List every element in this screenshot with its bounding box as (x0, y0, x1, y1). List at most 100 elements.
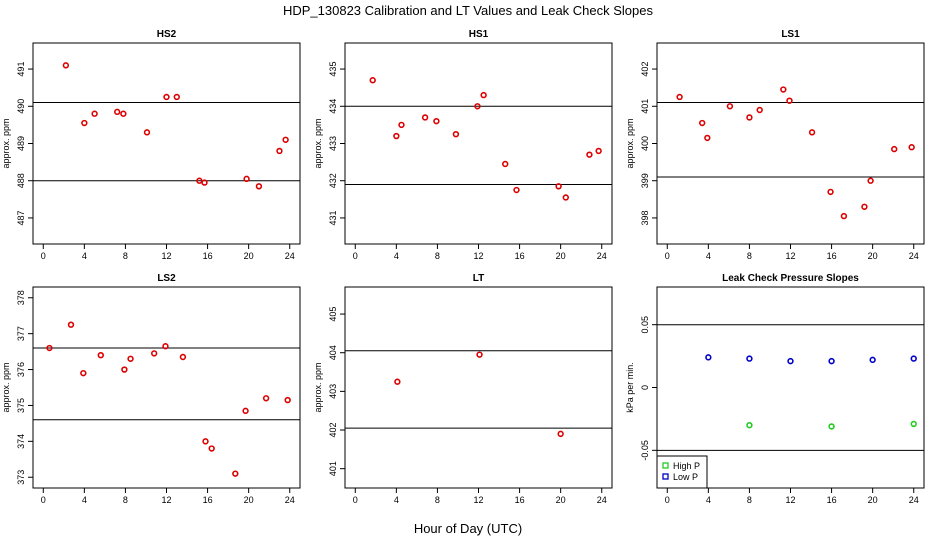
x-tick-label: 8 (123, 495, 128, 505)
legend-marker (662, 473, 669, 480)
legend-marker (662, 462, 669, 469)
data-point (62, 62, 70, 69)
data-point (67, 321, 75, 328)
data-point (828, 423, 835, 430)
data-point (97, 351, 104, 359)
panel-hs2: HS2 0 4 8 12 16 20 24 487 488 489 490 491 approx. ppm (1, 29, 301, 261)
x-tick-label: 20 (556, 251, 566, 261)
data-point (398, 121, 405, 129)
data-point (586, 151, 593, 158)
data-point (698, 119, 706, 127)
data-point (163, 93, 170, 101)
y-tick-label: 403 (328, 384, 338, 399)
data-point (121, 366, 128, 373)
data-point (502, 160, 509, 168)
x-tick-label: 8 (435, 495, 440, 505)
x-tick-label: 16 (515, 495, 525, 505)
data-point (746, 355, 753, 362)
x-tick-label: 0 (41, 251, 46, 261)
y-tick-label: 490 (16, 99, 26, 114)
figure-xlabel: Hour of Day (UTC) (414, 521, 522, 536)
panel-lt: LT 0 4 8 12 16 20 24 401 402 403 404 405 approx. ppm (313, 273, 613, 505)
x-tick-label: 4 (706, 495, 711, 505)
data-point (910, 355, 917, 362)
legend-label: High P (673, 461, 700, 471)
data-point (433, 117, 440, 125)
y-tick-label: 401 (640, 99, 650, 114)
y-tick-label: 491 (16, 62, 26, 77)
data-point (891, 145, 898, 153)
panel-hs1: HS1 0 4 8 12 16 20 24 431 432 433 434 435 approx. ppm (313, 29, 613, 261)
y-tick-label: -0.05 (640, 440, 650, 461)
x-tick-label: 24 (909, 495, 919, 505)
data-point (910, 420, 917, 428)
legend-label: Low P (673, 472, 698, 482)
panel-title: Leak Check Pressure Slopes (722, 273, 859, 284)
y-tick-label: 374 (16, 434, 26, 449)
data-point (474, 103, 481, 110)
x-tick-label: 4 (394, 251, 399, 261)
data-point (746, 114, 753, 121)
y-axis-label: approx. ppm (625, 118, 635, 168)
x-tick-label: 24 (285, 251, 295, 261)
data-point (480, 91, 487, 99)
x-tick-label: 4 (82, 251, 87, 261)
data-point (369, 77, 376, 84)
panel-title: LS2 (157, 273, 176, 284)
data-point (555, 183, 562, 190)
data-point (867, 177, 874, 184)
data-point (81, 119, 88, 127)
x-tick-label: 8 (435, 251, 440, 261)
panel-title: HS2 (157, 29, 177, 40)
panel-title: HS1 (469, 29, 489, 40)
data-point (162, 343, 169, 350)
x-tick-label: 12 (785, 251, 795, 261)
data-point (243, 175, 250, 183)
data-point (869, 356, 876, 364)
y-tick-label: 399 (640, 173, 650, 188)
y-tick-label: 373 (16, 470, 26, 485)
data-point (476, 351, 483, 358)
panel-title: LS1 (781, 29, 800, 40)
data-point (676, 93, 683, 101)
y-tick-label: 402 (640, 62, 650, 77)
x-tick-label: 24 (909, 251, 919, 261)
data-point (276, 147, 283, 155)
data-point (705, 354, 712, 361)
data-point (282, 136, 289, 143)
y-tick-label: 488 (16, 173, 26, 188)
x-tick-label: 8 (123, 251, 128, 261)
data-point (114, 108, 121, 116)
data-point (562, 194, 569, 201)
y-tick-label: 405 (328, 307, 338, 322)
x-tick-label: 0 (665, 495, 670, 505)
figure-title: HDP_130823 Calibration and LT Values and… (283, 3, 654, 18)
legend-box (656, 455, 708, 489)
x-tick-label: 20 (556, 495, 566, 505)
x-tick-label: 12 (161, 495, 171, 505)
y-tick-label: 435 (328, 62, 338, 77)
x-tick-label: 20 (244, 251, 254, 261)
data-point (908, 144, 915, 151)
x-tick-label: 4 (394, 495, 399, 505)
x-tick-label: 12 (473, 495, 483, 505)
x-tick-label: 20 (868, 495, 878, 505)
data-point (196, 177, 203, 184)
panel-ls1: LS1 0 4 8 12 16 20 24 398 399 400 401 402 approx. ppm (625, 29, 925, 261)
y-tick-label: 432 (328, 173, 338, 188)
y-tick-label: 375 (16, 398, 26, 413)
data-point (808, 129, 816, 136)
data-point (255, 183, 263, 190)
x-tick-label: 0 (353, 251, 358, 261)
data-point (80, 369, 87, 377)
data-point (202, 438, 209, 445)
data-point (242, 407, 249, 415)
y-tick-label: 433 (328, 136, 338, 151)
data-point (827, 188, 834, 196)
x-tick-label: 24 (285, 495, 295, 505)
data-point (786, 97, 793, 104)
y-axis-label: approx. ppm (1, 362, 11, 412)
x-tick-label: 0 (665, 251, 670, 261)
